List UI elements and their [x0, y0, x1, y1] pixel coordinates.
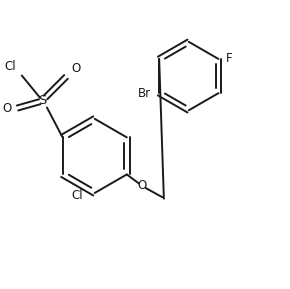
Text: Cl: Cl: [4, 60, 16, 73]
Text: F: F: [226, 52, 232, 65]
Text: S: S: [39, 94, 47, 107]
Text: O: O: [138, 179, 147, 192]
Text: Br: Br: [137, 87, 151, 100]
Text: O: O: [2, 102, 11, 115]
Text: O: O: [71, 62, 80, 75]
Text: Cl: Cl: [72, 189, 83, 202]
